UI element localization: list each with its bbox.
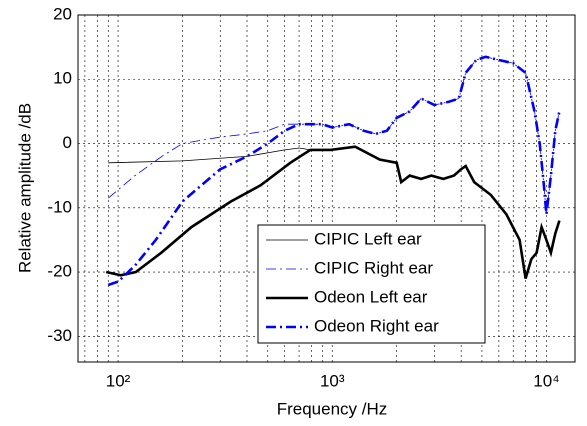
plot-frame [77, 14, 576, 363]
x-tick-label: 10⁴ [533, 371, 559, 390]
legend-label: CIPIC Right ear [314, 258, 433, 277]
x-axis-label: Frequency /Hz [277, 399, 388, 418]
legend: CIPIC Left ear CIPIC Right ear Odeon Left … [257, 224, 486, 344]
y-tick-label: -30 [47, 326, 72, 345]
x-tick-label: 10³ [320, 371, 345, 390]
y-tick-label: -10 [47, 197, 72, 216]
y-tick-label: 0 [63, 133, 72, 152]
series-line [105, 145, 561, 279]
x-tick-label: 10² [106, 371, 131, 390]
legend-label: CIPIC Left ear [314, 229, 422, 248]
y-tick-label: 20 [53, 4, 72, 23]
y-tick-label: 10 [53, 69, 72, 88]
y-tick-label: -20 [47, 262, 72, 281]
legend-label: Odeon Left ear [314, 287, 428, 306]
legend-label: Odeon Right ear [314, 316, 439, 335]
y-axis-label: Relative amplitude /dB [15, 103, 34, 273]
legend-box [257, 224, 486, 344]
series-line [107, 55, 561, 287]
